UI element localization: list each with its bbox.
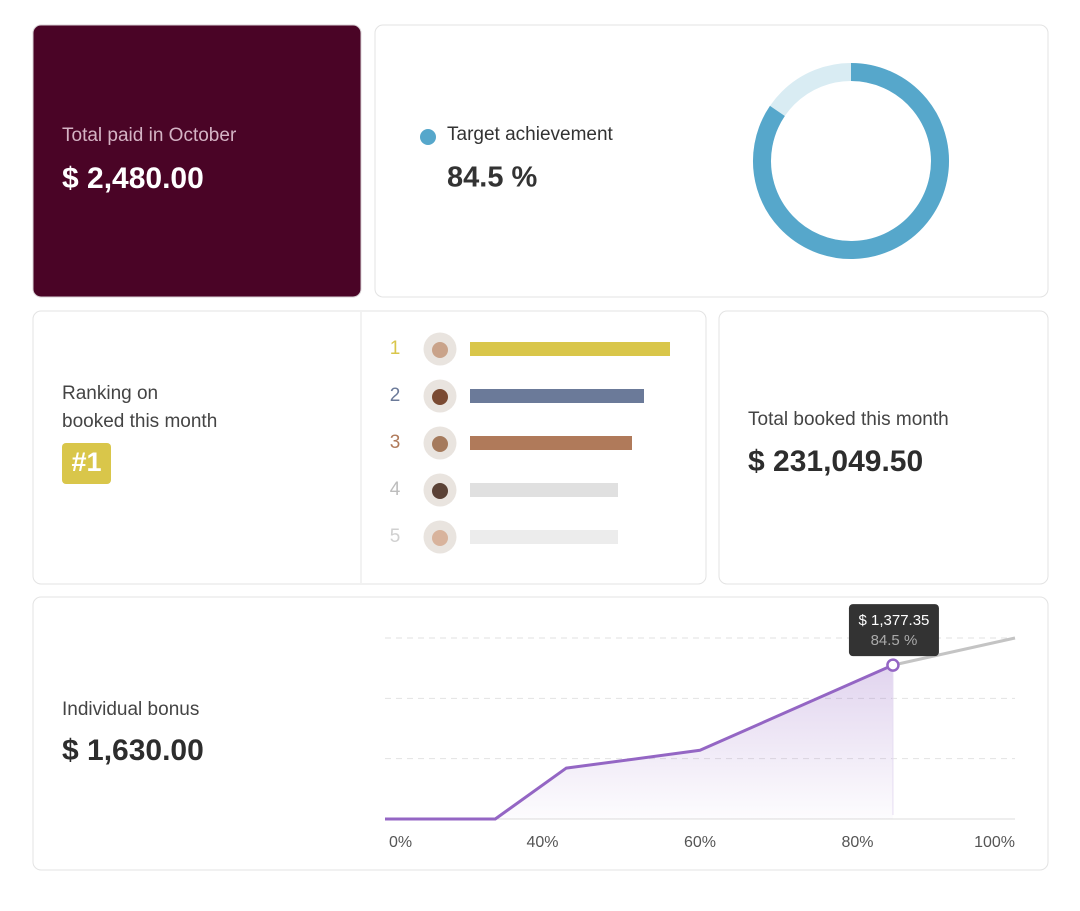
badge — [62, 443, 111, 484]
booked-card — [718, 310, 1049, 585]
rank-label: 3 — [390, 432, 401, 453]
tooltip-sub: 84.5 % — [871, 632, 918, 649]
avatar-face — [432, 389, 448, 405]
x-tick-label: 0% — [389, 834, 412, 851]
x-tick-label: 80% — [841, 834, 873, 851]
avatar-face — [432, 342, 448, 358]
target-card — [374, 24, 1049, 298]
tooltip — [848, 604, 939, 657]
bonus-value: $ 1,630.00 — [62, 734, 204, 767]
ranking-card — [32, 310, 707, 585]
bar — [470, 483, 618, 497]
bar — [470, 436, 632, 450]
card-label: Total booked this month — [748, 409, 949, 430]
card-label: Total paid in October — [62, 125, 237, 146]
ranking-title: booked this month — [62, 411, 217, 432]
bonus-title: Individual bonus — [62, 699, 199, 720]
area — [385, 665, 893, 819]
rank-label: 5 — [390, 526, 401, 547]
donut-value-label: 84.5 % — [447, 162, 537, 194]
rank-label: 4 — [390, 479, 401, 500]
avatar-face — [432, 530, 448, 546]
donut-title: Target achievement — [447, 124, 614, 145]
rank-label: 2 — [390, 385, 401, 406]
bar — [470, 389, 644, 403]
bar — [470, 342, 670, 356]
x-tick-label: 40% — [526, 834, 558, 851]
donut-arc — [753, 63, 949, 259]
badge-text: #1 — [71, 447, 101, 477]
card-value: $ 231,049.50 — [748, 445, 923, 478]
rank-label: 1 — [390, 338, 401, 359]
line — [385, 663, 894, 821]
x-tick-label: 100% — [974, 834, 1015, 851]
avatar-face — [432, 436, 448, 452]
line — [892, 636, 1016, 667]
avatar-face — [432, 483, 448, 499]
point — [886, 658, 900, 672]
x-tick-label: 60% — [684, 834, 716, 851]
paid-card — [32, 24, 362, 298]
ranking-title: Ranking on — [62, 383, 158, 404]
legend-dot — [420, 129, 436, 145]
card-value: $ 2,480.00 — [62, 162, 204, 195]
tooltip-value: $ 1,377.35 — [858, 612, 929, 629]
bar — [470, 530, 618, 544]
